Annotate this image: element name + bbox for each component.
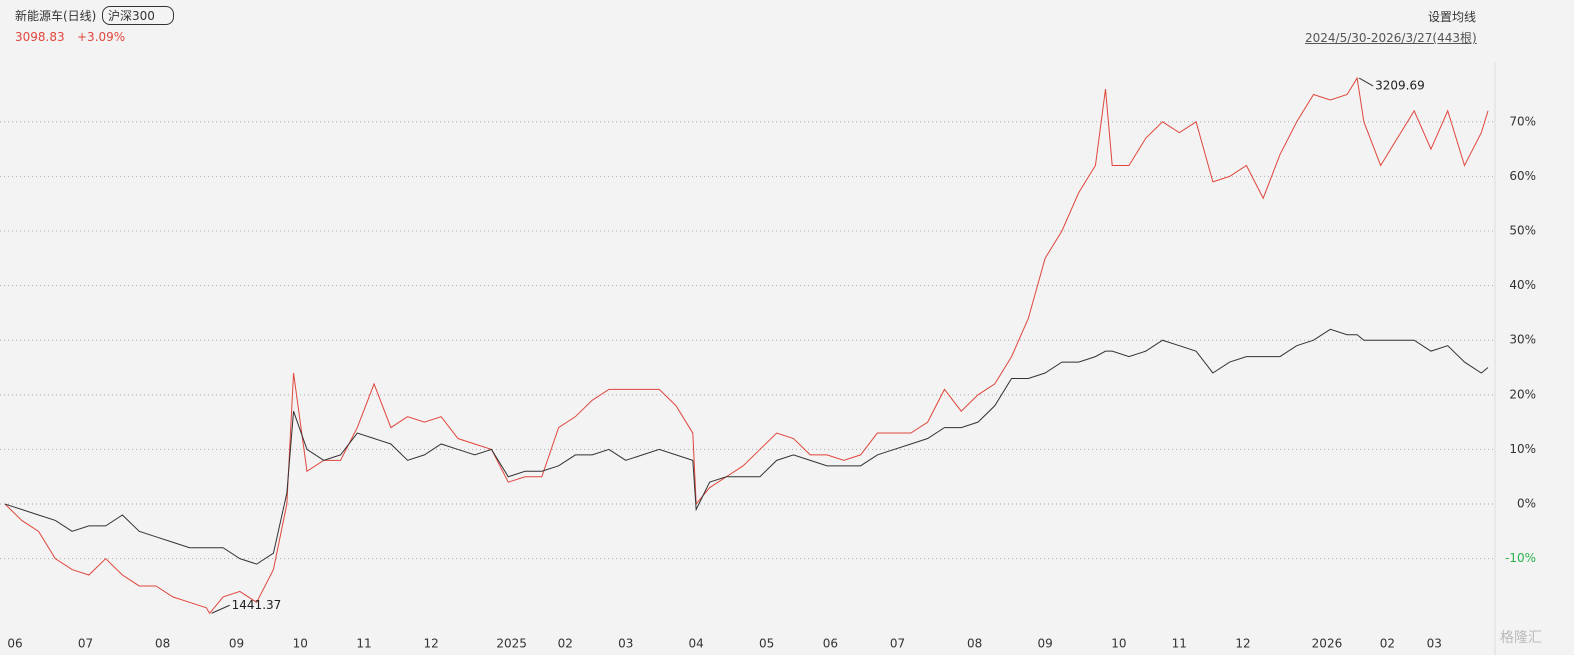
x-tick-label: 07 bbox=[78, 637, 93, 651]
x-tick-label: 05 bbox=[759, 637, 774, 651]
x-tick-label: 06 bbox=[7, 637, 22, 651]
x-tick-label: 08 bbox=[155, 637, 170, 651]
x-tick-label: 02 bbox=[1380, 637, 1395, 651]
annotation-arrow bbox=[1358, 77, 1374, 87]
change: +3.09% bbox=[77, 30, 126, 44]
x-tick-label: 10 bbox=[1111, 637, 1126, 651]
ma-setting[interactable]: 设置均线 bbox=[1428, 10, 1477, 24]
x-tick-label: 11 bbox=[1172, 637, 1187, 651]
annotation-arrow bbox=[211, 604, 230, 614]
x-tick-label: 08 bbox=[967, 637, 982, 651]
price: 3098.83 bbox=[15, 30, 65, 44]
x-tick-label: 09 bbox=[229, 637, 244, 651]
series-line bbox=[4, 328, 1489, 565]
x-tick-label: 12 bbox=[1235, 637, 1250, 651]
y-tick-label: 20% bbox=[1509, 387, 1536, 401]
y-tick-label: 0% bbox=[1517, 497, 1536, 511]
series-line bbox=[4, 76, 1489, 615]
y-tick-label: 60% bbox=[1509, 169, 1536, 183]
x-tick-label: 2025 bbox=[496, 637, 527, 651]
x-tick-label: 12 bbox=[423, 637, 438, 651]
x-tick-label: 03 bbox=[618, 637, 633, 651]
x-tick-label: 02 bbox=[558, 637, 573, 651]
annotation: 1441.37 bbox=[232, 598, 282, 612]
y-tick-label: 40% bbox=[1509, 278, 1536, 292]
x-tick-label: 03 bbox=[1427, 637, 1442, 651]
y-tick-label: 50% bbox=[1509, 224, 1536, 238]
y-tick-label: -10% bbox=[1505, 551, 1536, 565]
x-tick-label: 07 bbox=[890, 637, 905, 651]
x-tick-label: 2026 bbox=[1312, 637, 1343, 651]
x-tick-label: 09 bbox=[1037, 637, 1052, 651]
compare-badge[interactable]: 沪深300 bbox=[102, 6, 174, 25]
x-tick-label: 11 bbox=[356, 637, 371, 651]
stock-name: 新能源车(日线) bbox=[15, 9, 97, 23]
y-tick-label: 70% bbox=[1509, 114, 1536, 128]
date-range[interactable]: 2024/5/30-2026/3/27(443根) bbox=[1305, 31, 1477, 45]
x-tick-label: 04 bbox=[689, 637, 704, 651]
y-tick-label: 30% bbox=[1509, 333, 1536, 347]
annotation: 3209.69 bbox=[1375, 79, 1425, 93]
x-tick-label: 10 bbox=[293, 637, 308, 651]
y-tick-label: 10% bbox=[1509, 442, 1536, 456]
x-tick-label: 06 bbox=[823, 637, 838, 651]
watermark: 格隆汇 bbox=[1500, 630, 1542, 646]
